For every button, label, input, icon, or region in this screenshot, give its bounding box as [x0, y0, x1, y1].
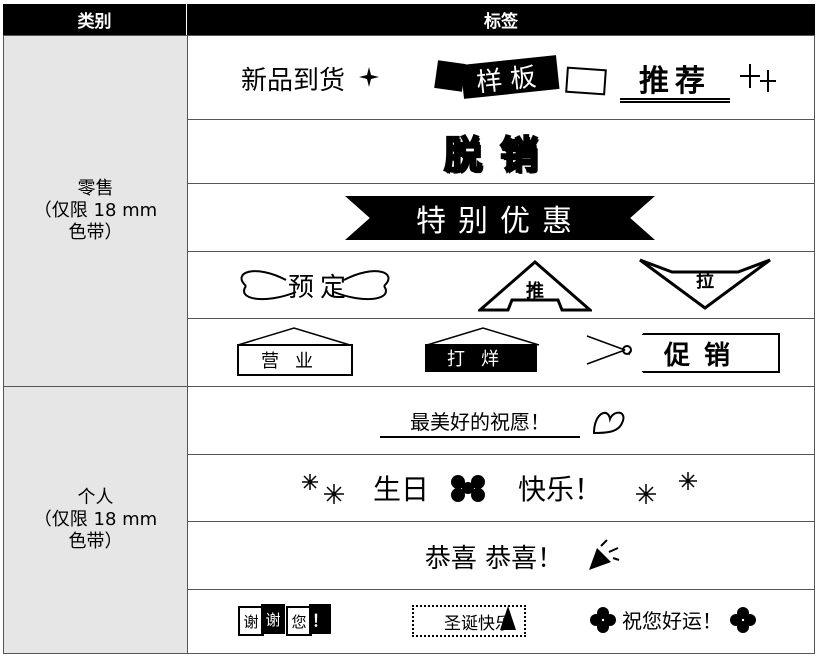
ornament: [240, 270, 390, 301]
label-text: 脱销: [443, 132, 556, 178]
tile-text: ！: [309, 604, 331, 634]
category-line: （仅限 18 mm: [33, 509, 158, 530]
tag-string: [586, 335, 632, 365]
category-line: 零售: [77, 178, 114, 199]
label-text: 打烊: [425, 344, 537, 372]
category-line: 个人: [77, 487, 114, 508]
star-icon: [636, 472, 697, 504]
category-line: 色带）: [68, 222, 123, 243]
label-text: 特别优惠: [345, 196, 655, 240]
category-cell: 零售 （仅限 18 mm 色带）: [3, 35, 188, 387]
label-text: 恭喜 恭喜！: [424, 543, 564, 574]
tree-icon: [500, 606, 516, 630]
dove-icon: [592, 411, 625, 435]
label-text: 推荐: [620, 58, 730, 103]
label-text: 快乐！: [517, 473, 602, 506]
row-cell: [187, 589, 815, 654]
label-text: 生日: [372, 473, 429, 506]
category-line: （仅限 18 mm: [33, 200, 158, 221]
header-labels: 标签: [187, 4, 815, 35]
hanger: [426, 327, 540, 346]
label-text: 拉: [696, 271, 714, 292]
deco-block: [565, 66, 607, 96]
category-line: 色带）: [68, 531, 123, 552]
star-icon: [359, 67, 379, 87]
clover-icon: [590, 607, 616, 633]
arrow-down: [639, 258, 771, 310]
deco-block: [434, 60, 466, 92]
clover-icon: [730, 607, 756, 633]
header-category: 类别: [3, 4, 187, 35]
category-cell: 个人 （仅限 18 mm 色带）: [3, 386, 188, 654]
label-text: 祝您好运！: [622, 608, 722, 633]
label-text: 圣诞快乐: [412, 605, 526, 637]
label-text: 最美好的祝愿！: [380, 404, 580, 438]
flower-icon: [451, 475, 485, 502]
label-text: 新品到货: [240, 65, 345, 96]
label-text: 推: [526, 281, 544, 302]
label-text: 营业: [237, 344, 353, 376]
label-text: 预定: [287, 272, 352, 303]
star-icon: [302, 474, 344, 504]
sparkle-icon: [740, 64, 776, 92]
tile-text: 谢: [261, 604, 285, 634]
arrow-up: [478, 260, 592, 312]
popper-icon: [589, 539, 620, 570]
hanger: [237, 327, 351, 346]
label-text: 促销: [628, 333, 780, 373]
